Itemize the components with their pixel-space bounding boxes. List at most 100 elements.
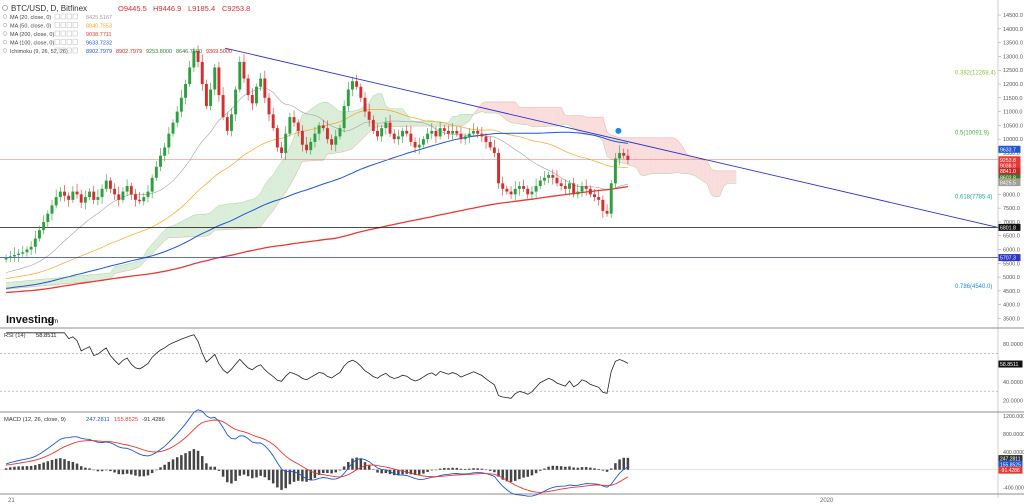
macd-histogram-bar (380, 469, 383, 474)
macd-histogram-bar (426, 469, 429, 472)
candle-body (255, 86, 258, 104)
y-tick-label: 4000.0 (1003, 303, 1020, 309)
legend-button[interactable] (54, 47, 60, 54)
macd-histogram-bar (501, 469, 504, 480)
legend-button[interactable] (66, 39, 72, 45)
candle-body (355, 81, 359, 87)
cloud-segment (285, 147, 290, 193)
macd-histogram-bar (526, 469, 530, 477)
legend-button[interactable] (72, 13, 78, 20)
legend-button[interactable] (72, 39, 78, 45)
macd-histogram-bar (155, 469, 158, 471)
macd-legend-value: -91.4286 (142, 417, 165, 423)
ma20-line (6, 87, 628, 273)
legend-value: 9253.8000 (146, 49, 172, 55)
rsi-panel[interactable]: 80.0000 40.0000 20.0000 58.8511 RSI (14) 58.8… (0, 332, 1023, 405)
macd-histogram-bar (543, 468, 546, 470)
legend-button[interactable] (72, 30, 78, 37)
macd-histogram-bar (438, 468, 442, 470)
cloud-segment (448, 116, 453, 127)
macd-histogram-bar (355, 457, 358, 470)
macd-histogram-bar (484, 469, 488, 471)
legend-toggle-icon[interactable] (2, 14, 8, 19)
macd-histogram-bar (29, 465, 33, 470)
legend-toggle-icon[interactable] (2, 39, 8, 45)
legend-toggle-icon[interactable] (2, 22, 8, 28)
candle-body (371, 119, 375, 131)
candle-body (534, 186, 538, 192)
legend-toggle-icon[interactable] (2, 48, 8, 53)
alert-marker-icon[interactable] (615, 127, 622, 134)
macd-histogram-bar (117, 469, 121, 475)
cloud-segment (440, 122, 445, 127)
macd-histogram-bar (180, 455, 183, 470)
candle-body (555, 177, 559, 184)
legend-button[interactable] (54, 39, 60, 45)
legend-button[interactable] (60, 22, 66, 28)
macd-histogram-bar (4, 468, 8, 470)
macd-histogram-bar (367, 465, 371, 470)
legend-toggle-icon[interactable] (2, 31, 8, 36)
macd-histogram-bar (54, 458, 58, 470)
macd-histogram-bar (284, 469, 287, 489)
candle-body (601, 199, 605, 211)
cloud-segment (131, 261, 136, 270)
cloud-segment (657, 137, 662, 174)
macd-panel[interactable]: 1200.0000800.0000400.00000.0000-400.0000… (0, 409, 1024, 497)
legend-button[interactable] (60, 13, 66, 20)
candle-body (71, 191, 75, 200)
macd-histogram-bar (597, 468, 600, 470)
macd-histogram-bar (359, 459, 363, 470)
macd-histogram-bar (267, 469, 271, 481)
macd-histogram-bar (493, 469, 496, 473)
cloud-segment (118, 265, 123, 273)
collapse-icon[interactable] (2, 5, 8, 11)
legend-value: 9369.5000 (206, 49, 232, 55)
legend-button[interactable] (60, 47, 66, 54)
legend-button[interactable] (66, 22, 72, 28)
legend-value: 8646.7500 (176, 49, 202, 55)
legend-button[interactable] (66, 30, 72, 37)
legend-button[interactable] (72, 47, 78, 54)
candle-body (526, 188, 530, 195)
candle-body (538, 180, 542, 187)
descending-trendline[interactable] (224, 47, 999, 228)
candle-body (442, 128, 446, 131)
candle-body (593, 194, 596, 198)
legend-button[interactable] (66, 47, 72, 54)
macd-histogram-bar (50, 459, 54, 470)
candle-body (459, 133, 463, 140)
legend-button[interactable] (54, 22, 60, 28)
cloud-segment (243, 200, 249, 229)
cloud-segment (181, 219, 186, 238)
macd-histogram-bar (184, 453, 187, 470)
cloud-segment (352, 110, 357, 149)
candle-body (46, 213, 50, 222)
macd-histogram-bar (296, 469, 300, 481)
macd-histogram-bar (263, 469, 267, 478)
macd-histogram-bar (330, 469, 333, 474)
legend-button[interactable] (66, 13, 72, 20)
macd-histogram-bar (322, 469, 325, 474)
macd-histogram-bar (305, 469, 308, 482)
trendline[interactable] (224, 47, 999, 228)
macd-value-tag-label: -91.4286 (1000, 468, 1020, 474)
candle-body (238, 61, 242, 90)
legend-button[interactable] (60, 30, 66, 37)
cloud-segment (202, 214, 207, 237)
candle-body (338, 128, 342, 137)
legend-button[interactable] (54, 13, 60, 20)
legend-button[interactable] (72, 22, 78, 28)
macd-histogram-bar (213, 466, 217, 470)
price-tag (998, 254, 1021, 262)
candle-body (609, 183, 613, 214)
macd-histogram-bar (130, 469, 133, 475)
cloud-segment (39, 279, 44, 287)
y-tick-label: 7500.0 (1003, 206, 1020, 212)
macd-histogram-bar (551, 465, 555, 470)
legend-button[interactable] (60, 39, 66, 45)
price-tag-label: 8841.0 (1000, 169, 1016, 175)
candle-body (229, 114, 233, 131)
legend-button[interactable] (54, 30, 60, 37)
